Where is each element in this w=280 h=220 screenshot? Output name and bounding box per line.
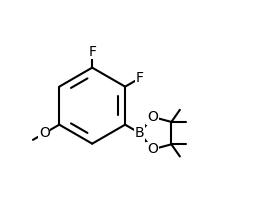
Text: O: O — [147, 142, 158, 156]
Text: B: B — [135, 126, 144, 140]
Text: F: F — [136, 72, 144, 85]
Text: F: F — [88, 45, 96, 59]
Text: O: O — [39, 126, 50, 140]
Text: O: O — [147, 110, 158, 124]
